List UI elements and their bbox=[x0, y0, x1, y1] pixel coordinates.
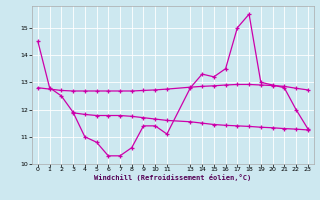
X-axis label: Windchill (Refroidissement éolien,°C): Windchill (Refroidissement éolien,°C) bbox=[94, 174, 252, 181]
